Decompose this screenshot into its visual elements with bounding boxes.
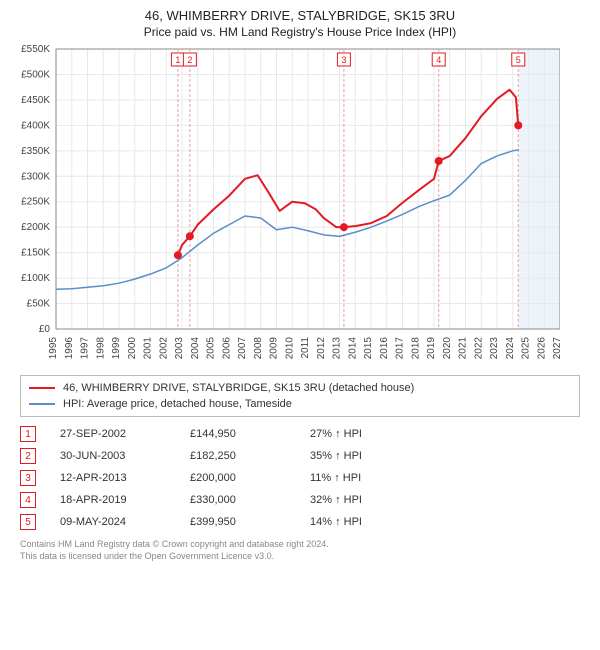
svg-text:1: 1 (175, 55, 180, 65)
legend-swatch (29, 403, 55, 405)
svg-text:1998: 1998 (95, 337, 106, 360)
svg-text:2000: 2000 (127, 337, 138, 360)
svg-text:£300K: £300K (21, 171, 50, 182)
svg-text:£0: £0 (39, 324, 51, 335)
svg-text:£50K: £50K (27, 299, 51, 310)
legend-box: 46, WHIMBERRY DRIVE, STALYBRIDGE, SK15 3… (20, 375, 580, 417)
sale-price: £399,950 (190, 516, 310, 528)
svg-text:2010: 2010 (284, 337, 295, 360)
svg-text:£550K: £550K (21, 44, 50, 55)
sales-table: 1 27-SEP-2002£144,95027% ↑ HPI 2 30-JUN-200… (20, 423, 580, 533)
sale-number-box: 3 (20, 470, 36, 486)
svg-text:1995: 1995 (48, 337, 59, 360)
sale-row: 4 18-APR-2019£330,00032% ↑ HPI (20, 489, 580, 511)
sale-number-box: 2 (20, 448, 36, 464)
sale-row: 5 09-MAY-2024£399,95014% ↑ HPI (20, 511, 580, 533)
svg-text:2009: 2009 (269, 337, 280, 360)
svg-text:£100K: £100K (21, 273, 50, 284)
price-chart: £0 £50K £100K £150K £200K £250K £300K £350K £400… (0, 39, 560, 369)
svg-text:2007: 2007 (237, 337, 248, 360)
svg-text:2001: 2001 (143, 337, 154, 360)
chart-subtitle: Price paid vs. HM Land Registry's House … (0, 23, 600, 39)
svg-text:2002: 2002 (158, 337, 169, 360)
svg-text:2025: 2025 (521, 337, 532, 360)
sale-date: 09-MAY-2024 (60, 516, 190, 528)
sale-date: 30-JUN-2003 (60, 450, 190, 462)
sale-date: 12-APR-2013 (60, 472, 190, 484)
svg-text:2021: 2021 (458, 337, 469, 360)
svg-text:£150K: £150K (21, 248, 50, 259)
sale-diff: 35% ↑ HPI (310, 450, 420, 462)
svg-text:2004: 2004 (190, 337, 201, 360)
svg-text:2020: 2020 (442, 337, 453, 360)
sale-row: 1 27-SEP-2002£144,95027% ↑ HPI (20, 423, 580, 445)
svg-text:5: 5 (516, 55, 521, 65)
svg-text:3: 3 (341, 55, 346, 65)
svg-text:2011: 2011 (300, 337, 311, 359)
svg-text:2016: 2016 (379, 337, 390, 360)
legend-item: 46, WHIMBERRY DRIVE, STALYBRIDGE, SK15 3… (29, 380, 571, 396)
svg-text:2018: 2018 (410, 337, 421, 360)
attribution-line-2: This data is licensed under the Open Gov… (20, 551, 580, 563)
sale-price: £182,250 (190, 450, 310, 462)
sale-diff: 11% ↑ HPI (310, 472, 420, 484)
svg-text:2017: 2017 (395, 337, 406, 360)
svg-text:2008: 2008 (253, 337, 264, 360)
svg-text:2006: 2006 (221, 337, 232, 360)
svg-text:2024: 2024 (505, 337, 516, 360)
sale-diff: 32% ↑ HPI (310, 494, 420, 506)
sale-row: 2 30-JUN-2003£182,25035% ↑ HPI (20, 445, 580, 467)
svg-text:2: 2 (187, 55, 192, 65)
sale-date: 18-APR-2019 (60, 494, 190, 506)
sale-row: 3 12-APR-2013£200,00011% ↑ HPI (20, 467, 580, 489)
sale-price: £200,000 (190, 472, 310, 484)
attribution-line-1: Contains HM Land Registry data © Crown c… (20, 539, 580, 551)
svg-text:2023: 2023 (489, 337, 500, 360)
sale-number-box: 4 (20, 492, 36, 508)
sale-number-box: 1 (20, 426, 36, 442)
svg-text:1999: 1999 (111, 337, 122, 360)
chart-title: 46, WHIMBERRY DRIVE, STALYBRIDGE, SK15 3… (0, 0, 600, 23)
svg-text:2005: 2005 (206, 337, 217, 360)
svg-text:£200K: £200K (21, 222, 50, 233)
chart-container: 46, WHIMBERRY DRIVE, STALYBRIDGE, SK15 3… (0, 0, 600, 650)
svg-text:£500K: £500K (21, 69, 50, 80)
svg-text:2012: 2012 (316, 337, 327, 360)
legend-swatch (29, 387, 55, 389)
svg-text:2019: 2019 (426, 337, 437, 360)
svg-text:£250K: £250K (21, 197, 50, 208)
sale-diff: 27% ↑ HPI (310, 428, 420, 440)
sale-price: £330,000 (190, 494, 310, 506)
sale-diff: 14% ↑ HPI (310, 516, 420, 528)
svg-text:1996: 1996 (64, 337, 75, 360)
legend-label: 46, WHIMBERRY DRIVE, STALYBRIDGE, SK15 3… (63, 382, 414, 394)
svg-text:2003: 2003 (174, 337, 185, 360)
attribution-text: Contains HM Land Registry data © Crown c… (20, 539, 580, 562)
svg-text:2022: 2022 (473, 337, 484, 360)
svg-text:2013: 2013 (332, 337, 343, 360)
svg-text:£350K: £350K (21, 146, 50, 157)
sale-date: 27-SEP-2002 (60, 428, 190, 440)
svg-text:2015: 2015 (363, 337, 374, 360)
svg-text:4: 4 (436, 55, 441, 65)
svg-text:2014: 2014 (347, 337, 358, 360)
legend-item: HPI: Average price, detached house, Tame… (29, 396, 571, 412)
sale-price: £144,950 (190, 428, 310, 440)
svg-text:£400K: £400K (21, 120, 50, 131)
svg-text:2027: 2027 (552, 337, 560, 360)
sale-number-box: 5 (20, 514, 36, 530)
legend-label: HPI: Average price, detached house, Tame… (63, 398, 292, 410)
svg-text:2026: 2026 (536, 337, 547, 360)
svg-text:1997: 1997 (80, 337, 91, 360)
svg-text:£450K: £450K (21, 95, 50, 106)
